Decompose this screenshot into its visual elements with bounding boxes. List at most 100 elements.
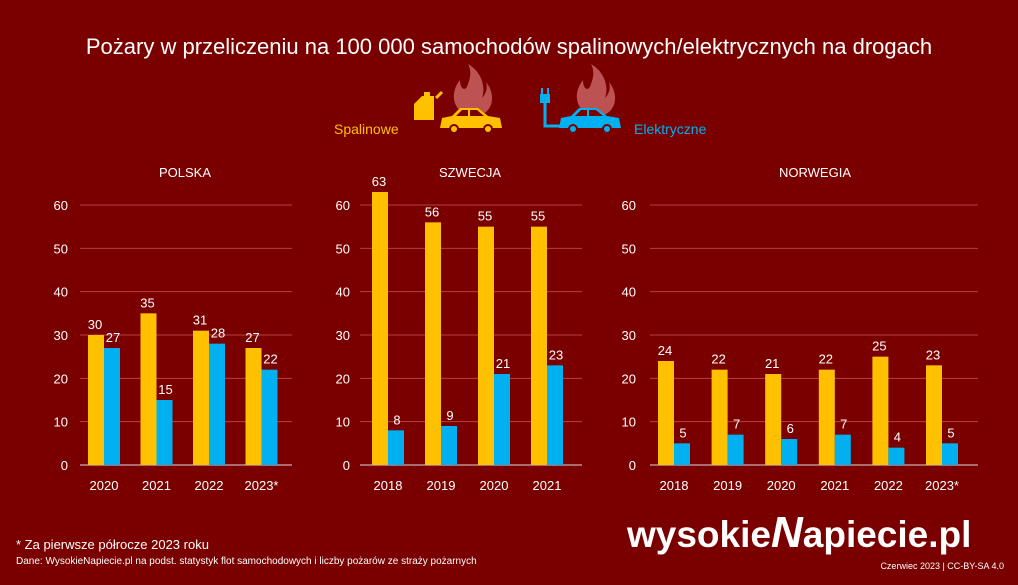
y-tick-label: 50	[54, 241, 68, 256]
y-tick-label: 30	[54, 328, 68, 343]
bar-electric	[494, 374, 510, 465]
bar-combustion	[372, 192, 388, 465]
legend-label-combustion: Spalinowe	[334, 121, 399, 137]
data-label: 9	[446, 408, 453, 423]
bar-electric	[261, 369, 278, 465]
x-tick-label: 2018	[374, 478, 403, 493]
data-label: 22	[819, 352, 833, 367]
bar-electric	[156, 400, 173, 465]
x-tick-label: 2020	[767, 478, 796, 493]
bar-electric	[727, 434, 744, 465]
x-tick-label: 2019	[427, 478, 456, 493]
bar-combustion	[425, 222, 441, 465]
data-label: 22	[263, 352, 277, 367]
chart-title-norwegia: NORWEGIA	[779, 165, 851, 180]
data-source: Dane: WysokieNapiecie.pl na podst. staty…	[16, 556, 477, 567]
bar-combustion	[926, 365, 942, 465]
y-tick-label: 50	[622, 241, 636, 256]
data-label: 5	[947, 425, 954, 440]
bar-combustion	[245, 348, 262, 465]
y-tick-label: 10	[622, 415, 636, 430]
car-body-shape	[440, 108, 502, 128]
flame-shape	[576, 64, 616, 116]
legend-label-electric: Elektryczne	[634, 121, 707, 137]
data-label: 27	[106, 330, 120, 345]
y-tick-label: 50	[336, 241, 350, 256]
data-label: 23	[549, 347, 563, 362]
bar-electric	[781, 439, 798, 465]
data-label: 5	[679, 425, 686, 440]
data-label: 24	[658, 343, 672, 358]
footnote: * Za pierwsze półrocze 2023 roku	[16, 537, 209, 552]
y-tick-label: 60	[336, 198, 350, 213]
y-tick-label: 10	[54, 415, 68, 430]
bar-combustion	[531, 226, 547, 465]
data-label: 8	[393, 412, 400, 427]
y-tick-label: 10	[336, 415, 350, 430]
data-label: 21	[765, 356, 779, 371]
fuel-car-fire-icon	[414, 64, 502, 134]
y-tick-label: 20	[622, 371, 636, 386]
x-tick-label: 2021	[820, 478, 849, 493]
bar-electric	[209, 343, 225, 465]
bar-combustion	[478, 226, 494, 465]
y-tick-label: 40	[336, 285, 350, 300]
data-label: 63	[372, 174, 386, 189]
bar-combustion	[140, 313, 157, 465]
data-label: 21	[496, 356, 510, 371]
bar-combustion	[711, 369, 728, 465]
bar-electric	[888, 447, 905, 465]
logo: wysokieNapiecie.pl	[627, 508, 971, 558]
data-label: 31	[193, 313, 207, 328]
bar-combustion	[818, 369, 835, 465]
x-tick-label: 2022	[195, 478, 224, 493]
x-tick-label: 2021	[142, 478, 171, 493]
data-label: 7	[840, 417, 847, 432]
data-label: 15	[158, 382, 172, 397]
y-tick-label: 0	[343, 458, 350, 473]
x-tick-label: 2022	[874, 478, 903, 493]
data-label: 35	[140, 295, 154, 310]
data-label: 6	[787, 421, 794, 436]
chart-title-szwecja: SZWECJA	[438, 165, 502, 180]
credit: Czerwiec 2023 | CC-BY-SA 4.0	[880, 561, 1004, 571]
bar-combustion	[872, 356, 889, 465]
bar-electric	[441, 426, 457, 465]
chart-title-polska: POLSKA	[158, 165, 212, 180]
plug-cable-shape	[543, 102, 561, 128]
y-tick-label: 60	[54, 198, 68, 213]
bar-electric	[674, 443, 690, 465]
data-label: 7	[733, 417, 740, 432]
x-tick-label: 2023*	[245, 478, 279, 493]
bar-combustion	[88, 335, 104, 465]
x-tick-label: 2020	[90, 478, 119, 493]
data-label: 4	[894, 430, 901, 445]
x-tick-label: 2021	[533, 478, 562, 493]
logo-n-letter: N	[770, 508, 803, 557]
bar-electric	[834, 434, 851, 465]
data-label: 55	[531, 209, 545, 224]
logo-text-part2: apiecie.pl	[802, 514, 972, 555]
car-body-shape	[559, 108, 621, 128]
x-tick-label: 2018	[660, 478, 689, 493]
bar-electric	[942, 443, 958, 465]
bar-combustion	[658, 361, 674, 465]
x-tick-label: 2020	[480, 478, 509, 493]
y-tick-label: 30	[336, 328, 350, 343]
flame-shape	[453, 64, 493, 116]
x-tick-label: 2023*	[925, 478, 959, 493]
logo-text-part1: wysokie	[627, 514, 771, 555]
data-label: 55	[478, 209, 492, 224]
y-tick-label: 20	[336, 371, 350, 386]
data-label: 30	[88, 317, 102, 332]
y-tick-label: 0	[61, 458, 68, 473]
bar-electric	[547, 365, 563, 465]
bar-combustion	[765, 374, 782, 465]
chart-main-title: Pożary w przeliczeniu na 100 000 samocho…	[85, 34, 933, 59]
x-tick-label: 2019	[713, 478, 742, 493]
y-tick-label: 40	[622, 285, 636, 300]
plug-car-fire-icon	[540, 64, 621, 134]
data-label: 25	[872, 339, 886, 354]
data-label: 56	[425, 204, 439, 219]
